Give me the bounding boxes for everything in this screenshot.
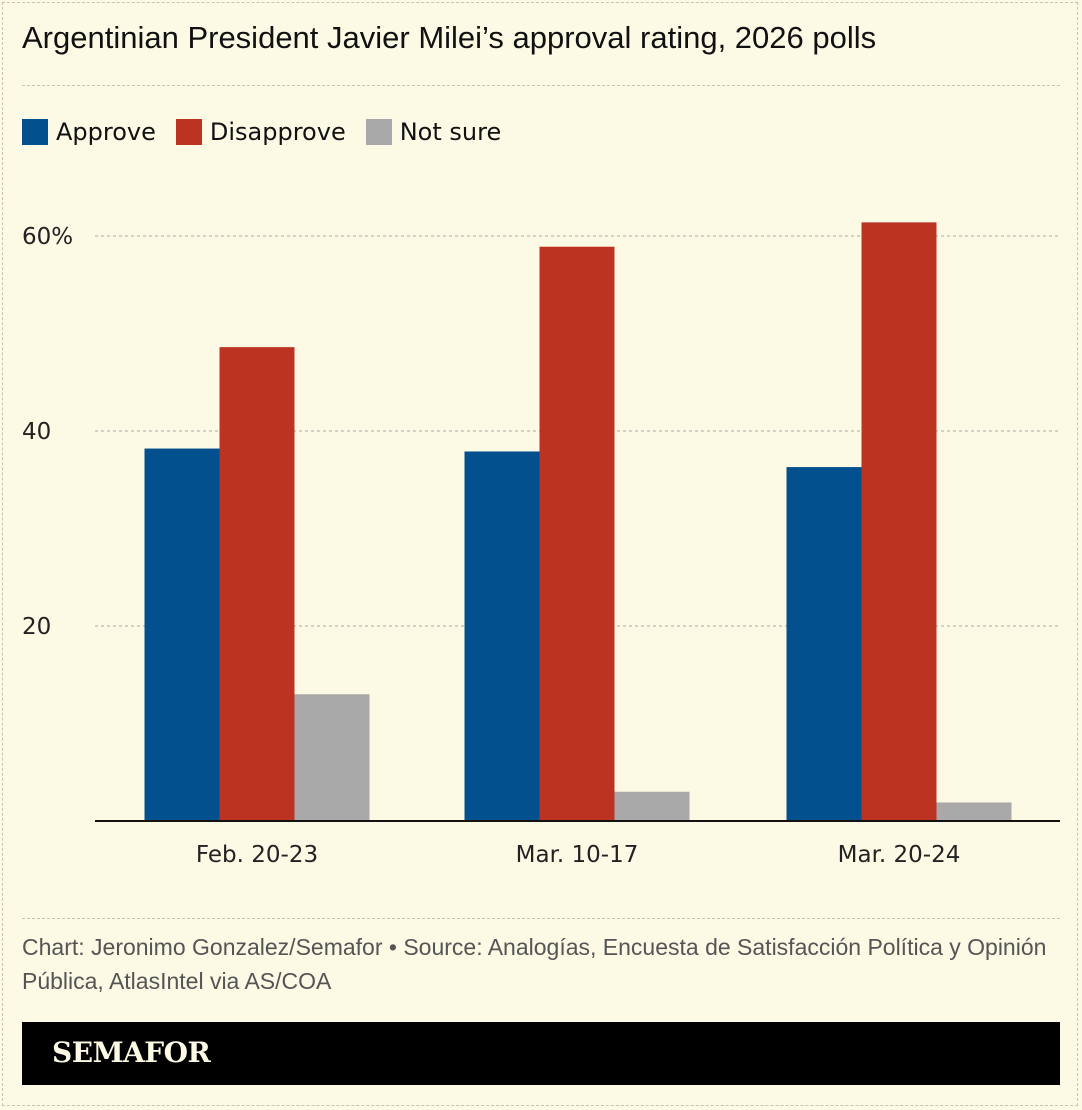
x-tick-label: Feb. 20-23 xyxy=(196,842,318,868)
source-note: Chart: Jeronimo Gonzalez/Semafor • Sourc… xyxy=(22,934,1047,994)
legend-label: Disapprove xyxy=(209,118,346,146)
y-tick-label: 40 xyxy=(22,419,51,445)
legend-swatch-approve xyxy=(22,119,48,145)
legend-swatch-disapprove xyxy=(175,119,202,145)
bar-not-sure xyxy=(614,791,690,821)
legend: Approve Disapprove Not sure xyxy=(22,118,501,146)
brand-bar: SEMAFOR xyxy=(22,1022,1060,1085)
bar-disapprove xyxy=(539,246,615,822)
divider xyxy=(22,85,1060,86)
bar-disapprove xyxy=(219,347,295,821)
y-tick-label: 60% xyxy=(22,224,73,250)
divider xyxy=(22,918,1060,919)
legend-not-sure: Not sure xyxy=(365,118,502,146)
legend-approve: Approve xyxy=(22,118,156,146)
bar-approve xyxy=(786,467,862,821)
bar-disapprove xyxy=(861,222,937,822)
bar-not-sure xyxy=(936,802,1012,821)
legend-disapprove: Disapprove xyxy=(175,118,346,146)
bar-not-sure xyxy=(294,694,370,821)
legend-swatch-not-sure xyxy=(365,119,392,145)
x-tick-label: Mar. 10-17 xyxy=(516,842,639,868)
legend-label: Not sure xyxy=(399,118,502,146)
legend-label: Approve xyxy=(56,118,156,146)
y-tick-label: 20 xyxy=(22,614,51,640)
bar-approve xyxy=(464,451,540,821)
x-tick-label: Mar. 20-24 xyxy=(838,842,961,868)
semafor-logo: SEMAFOR xyxy=(52,1036,211,1069)
bar-approve xyxy=(144,448,220,821)
chart-title: Argentinian President Javier Milei’s app… xyxy=(22,20,877,55)
bar-chart: 20 40 60% Feb. 20-23 Mar. 10-17 Mar. 20-24 xyxy=(22,222,1060,868)
